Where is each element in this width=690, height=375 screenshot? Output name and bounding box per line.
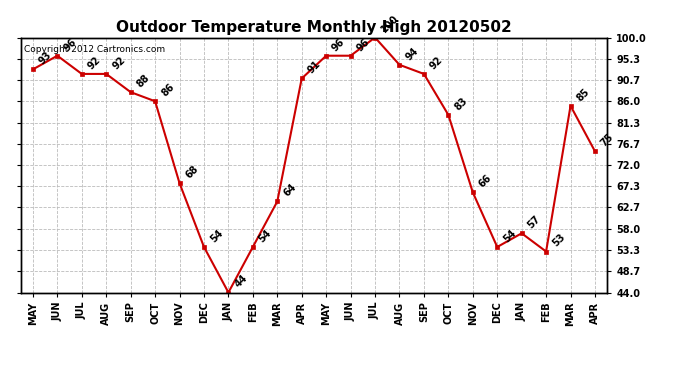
Text: 91: 91	[306, 59, 322, 76]
Text: 54: 54	[257, 228, 274, 244]
Text: 93: 93	[37, 50, 54, 67]
Text: 92: 92	[428, 54, 444, 71]
Text: 96: 96	[331, 36, 347, 53]
Text: 53: 53	[550, 232, 567, 249]
Text: 66: 66	[477, 173, 493, 189]
Text: 85: 85	[575, 86, 591, 103]
Title: Outdoor Temperature Monthly High 20120502: Outdoor Temperature Monthly High 2012050…	[116, 20, 512, 35]
Text: 64: 64	[282, 182, 298, 199]
Text: 100: 100	[380, 13, 401, 35]
Text: 83: 83	[453, 95, 469, 112]
Text: 44: 44	[233, 273, 249, 290]
Text: 94: 94	[404, 45, 420, 62]
Text: 86: 86	[159, 82, 176, 99]
Text: 75: 75	[599, 132, 615, 148]
Text: 68: 68	[184, 164, 200, 180]
Text: Copyright 2012 Cartronics.com: Copyright 2012 Cartronics.com	[23, 45, 165, 54]
Text: 96: 96	[61, 36, 78, 53]
Text: 88: 88	[135, 73, 152, 89]
Text: 92: 92	[86, 54, 103, 71]
Text: 96: 96	[355, 36, 371, 53]
Text: 54: 54	[208, 228, 225, 244]
Text: 54: 54	[502, 228, 518, 244]
Text: 57: 57	[526, 214, 542, 231]
Text: 92: 92	[110, 54, 127, 71]
